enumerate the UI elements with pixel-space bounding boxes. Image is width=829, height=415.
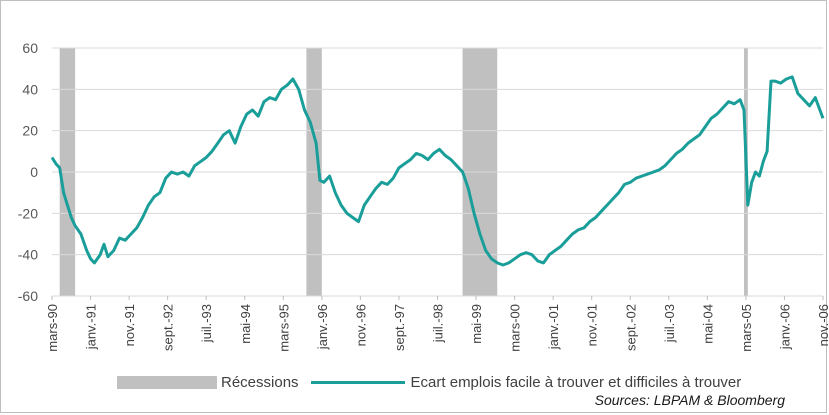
x-tick-label: janv.-06 — [777, 304, 792, 350]
x-tick-label: juil.-93 — [199, 304, 214, 343]
legend-label-series: Ecart emplois facile à trouver et diffic… — [410, 373, 742, 391]
legend-label-recessions: Récessions — [221, 373, 299, 391]
y-tick-label: 0 — [30, 164, 38, 180]
x-tick-label: juil.-98 — [431, 304, 446, 343]
y-tick-label: -20 — [18, 205, 38, 221]
x-tick-label: mai-99 — [469, 304, 484, 344]
y-tick-label: 60 — [22, 40, 38, 56]
x-tick-label: sept.-92 — [161, 304, 176, 351]
x-tick-label: sept.-02 — [623, 304, 638, 351]
legend-swatch-recessions — [117, 375, 217, 389]
x-tick-label: janv.-96 — [315, 304, 330, 350]
x-tick-label: nov.-96 — [353, 304, 368, 346]
x-tick-label: nov.-91 — [122, 304, 137, 346]
x-tick-label: mars-90 — [45, 304, 60, 352]
y-tick-label: 40 — [22, 81, 38, 97]
x-tick-label: mai-04 — [700, 304, 715, 344]
x-tick-label: nov.-06 — [816, 304, 829, 346]
series-line-1 — [50, 75, 825, 267]
x-tick-label: janv.-01 — [546, 304, 561, 350]
x-tick-label: mars-95 — [276, 304, 291, 352]
x-tick-label: mars-00 — [508, 304, 523, 352]
x-tick-label: janv.-91 — [84, 304, 99, 350]
legend-item-series: Ecart emplois facile à trouver et diffic… — [310, 373, 742, 391]
source-note: Sources: LBPAM & Bloomberg — [594, 392, 785, 408]
x-tick-label: nov.-01 — [585, 304, 600, 346]
x-tick-label: mai-94 — [238, 304, 253, 344]
legend-swatch-series — [310, 380, 405, 384]
y-tick-label: -40 — [18, 247, 38, 263]
legend: Récessions Ecart emplois facile à trouve… — [117, 371, 753, 393]
x-tick-label: juil.-03 — [662, 304, 677, 343]
y-tick-label: 20 — [22, 123, 38, 139]
y-tick-label: -60 — [18, 288, 38, 304]
x-tick-label: sept.-97 — [392, 304, 407, 351]
legend-item-recessions: Récessions — [117, 374, 299, 391]
x-tick-label: mars-05 — [739, 304, 754, 352]
